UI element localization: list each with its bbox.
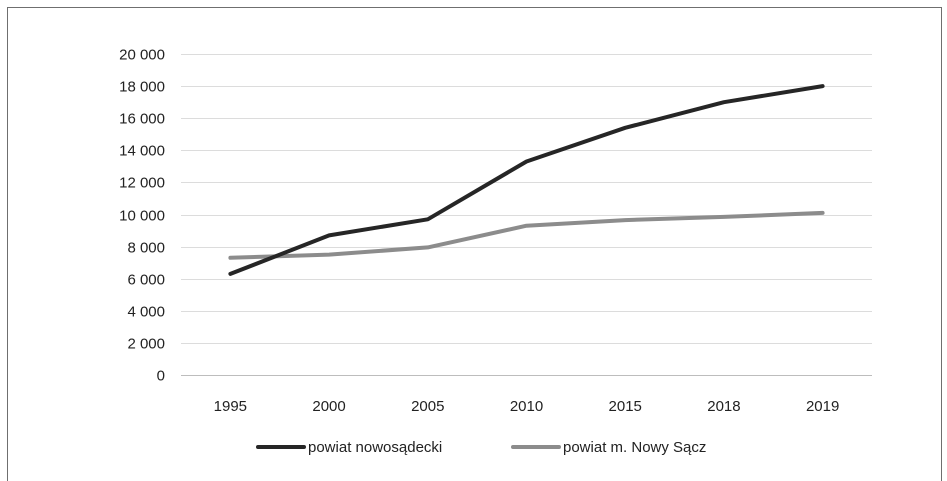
y-tick-label: 2 000 bbox=[127, 336, 165, 353]
gridlines bbox=[181, 54, 872, 376]
legend-label: powiat m. Nowy Sącz bbox=[563, 439, 706, 456]
series-line-2 bbox=[228, 210, 825, 260]
y-tick-label: 16 000 bbox=[119, 111, 165, 128]
y-tick-label: 8 000 bbox=[127, 240, 165, 257]
y-tick-label: 18 000 bbox=[119, 79, 165, 96]
x-tick-label: 1995 bbox=[214, 398, 247, 415]
y-tick-label: 6 000 bbox=[127, 272, 165, 289]
y-tick-label: 10 000 bbox=[119, 208, 165, 225]
series-line-1 bbox=[228, 84, 825, 276]
y-tick-label: 12 000 bbox=[119, 175, 165, 192]
x-tick-label: 2010 bbox=[510, 398, 543, 415]
y-tick-label: 20 000 bbox=[119, 47, 165, 64]
y-tick-label: 0 bbox=[157, 368, 165, 385]
legend: powiat nowosądecki powiat m. Nowy Sącz bbox=[256, 439, 706, 456]
x-tick-label: 2019 bbox=[806, 398, 839, 415]
y-tick-label: 14 000 bbox=[119, 143, 165, 160]
y-axis-tick-labels: 0 2 000 4 000 6 000 8 000 10 000 12 000 14 000 1… bbox=[119, 47, 165, 385]
series-lines bbox=[228, 84, 825, 276]
x-tick-label: 2005 bbox=[411, 398, 444, 415]
y-tick-label: 4 000 bbox=[127, 304, 165, 321]
x-tick-label: 2018 bbox=[707, 398, 740, 415]
x-tick-label: 2015 bbox=[609, 398, 642, 415]
x-tick-label: 2000 bbox=[312, 398, 345, 415]
x-axis-tick-labels: 1995 2000 2005 2010 2015 2018 2019 bbox=[214, 398, 840, 415]
legend-label: powiat nowosądecki bbox=[308, 439, 442, 456]
